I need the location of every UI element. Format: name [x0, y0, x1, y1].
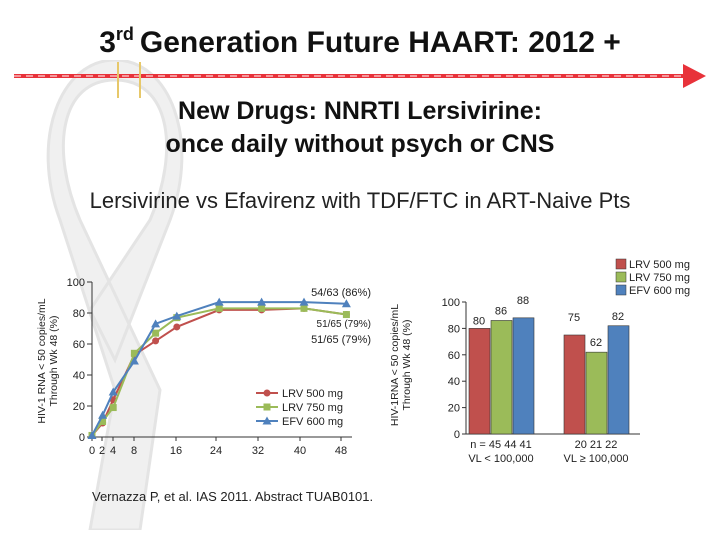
- legend-marker: [263, 389, 271, 397]
- line-chart-x-tick-label: 40: [294, 445, 306, 457]
- bar-legend-swatch: [615, 284, 627, 296]
- bar-value-label: 82: [612, 311, 624, 323]
- bar-chart-y-tick-label: 80: [448, 323, 460, 335]
- series-point: [215, 304, 223, 312]
- line-chart-x-tick-label: 32: [252, 445, 264, 457]
- line-chart-y-tick-label: 60: [73, 339, 85, 351]
- series-point: [98, 410, 108, 419]
- page-title: 3rd Generation Future HAART: 2012 +: [0, 24, 720, 60]
- line-chart-x-tick-label: 4: [110, 445, 116, 457]
- series-point: [214, 297, 224, 306]
- subtitle-line-1: New Drugs: NNRTI Lersivirine:: [178, 97, 542, 125]
- bar-value-label: 62: [590, 337, 602, 349]
- series-point: [258, 304, 266, 312]
- line-chart-legend-label: LRV 500 mg: [282, 388, 343, 400]
- bar: [585, 351, 608, 435]
- bar-legend-swatch: [615, 258, 627, 270]
- line-chart-y-axis-label: HIV-1 RNA < 50 copies/mLThrough Wk 48 (%…: [36, 298, 60, 423]
- bar-chart-legend-label: EFV 600 mg: [629, 285, 690, 297]
- line-chart-x-tick-label: 0: [89, 445, 95, 457]
- bar: [607, 325, 630, 435]
- line-chart-annotation: 51/65 (79%): [317, 319, 371, 330]
- timeline-arrow: [14, 62, 706, 98]
- series-line-2: [91, 301, 347, 436]
- legend-marker: [262, 416, 272, 425]
- line-chart-y-tick-label: 100: [67, 277, 85, 289]
- series-point: [341, 299, 351, 308]
- series-point: [299, 297, 309, 306]
- legend-marker: [263, 403, 271, 411]
- subtitle: New Drugs: NNRTI Lersivirine: once daily…: [0, 95, 720, 161]
- series-point: [342, 311, 350, 319]
- bar-group-n-label: n = 45 44 41: [470, 439, 531, 451]
- line-chart-y-tick-label: 40: [73, 370, 85, 382]
- subtitle-line-2: once daily without psych or CNS: [165, 130, 555, 158]
- study-heading: Lersivirine vs Efavirenz with TDF/FTC in…: [89, 188, 631, 213]
- bar-group-label: VL ≥ 100,000: [564, 453, 629, 465]
- line-chart-x-tick-label: 8: [131, 445, 137, 457]
- bar-chart-y-tick-label: 40: [448, 376, 460, 388]
- line-chart-x-tick-label: 16: [170, 445, 182, 457]
- series-point: [300, 304, 308, 312]
- bar-chart-legend-label: LRV 500 mg: [629, 259, 690, 271]
- series-point: [151, 319, 161, 328]
- bar-value-label: 86: [495, 305, 507, 317]
- title-superscript: rd: [115, 24, 134, 44]
- bar-chart-y-axis-label-line: Through Wk 48 (%): [401, 319, 413, 410]
- bar: [563, 334, 586, 435]
- line-chart-annotation: 51/65 (79%): [311, 334, 371, 346]
- bar: [490, 320, 513, 435]
- line-chart-x-tick-label: 48: [335, 445, 347, 457]
- line-chart-x-tick-label: 24: [210, 445, 222, 457]
- bar-chart-legend-label: LRV 750 mg: [629, 272, 690, 284]
- line-chart-y-tick-label: 80: [73, 308, 85, 320]
- ribbon-watermark: [46, 60, 184, 530]
- bar-chart-y-tick-label: 100: [442, 297, 460, 309]
- bar-group-n-label: 20 21 22: [575, 439, 618, 451]
- series-point: [130, 349, 138, 357]
- series-point: [172, 311, 182, 320]
- bar-value-label: 80: [473, 315, 485, 327]
- title-prefix: 3: [99, 26, 116, 59]
- bar-chart-y-axis-label-line: HIV-1RNA < 50 copies/mL: [389, 304, 401, 426]
- line-chart-legend-label: LRV 750 mg: [282, 402, 343, 414]
- bar-group-label: VL < 100,000: [468, 453, 533, 465]
- line-chart-annotation: 54/63 (86%): [311, 287, 371, 299]
- series-point: [87, 430, 97, 439]
- bar: [512, 317, 535, 435]
- bar-legend-swatch: [615, 271, 627, 283]
- line-chart-x-tick-label: 2: [99, 445, 105, 457]
- line-chart-y-tick-label: 20: [73, 401, 85, 413]
- bar-chart-y-tick-label: 60: [448, 350, 460, 362]
- series-point: [129, 356, 139, 365]
- bar-chart-y-axis-label: HIV-1RNA < 50 copies/mLThrough Wk 48 (%): [389, 304, 413, 426]
- bar-value-label: 75: [568, 312, 580, 324]
- bar-chart-y-tick-label: 20: [448, 403, 460, 415]
- line-chart-legend-label: EFV 600 mg: [282, 416, 343, 428]
- series-point: [152, 329, 160, 337]
- series-point: [109, 404, 117, 412]
- bar-value-label: 88: [517, 295, 529, 307]
- bar-chart-y-tick-label: 0: [454, 429, 460, 441]
- series-point: [257, 297, 267, 306]
- bar: [468, 328, 491, 435]
- title-rest: Generation Future HAART: 2012 +: [139, 26, 621, 59]
- citation: Vernazza P, et al. IAS 2011. Abstract TU…: [92, 489, 374, 504]
- series-point: [173, 323, 181, 331]
- series-point: [108, 387, 118, 396]
- series-point: [152, 337, 160, 345]
- line-chart-y-axis-label-line: Through Wk 48 (%): [48, 315, 60, 406]
- line-chart-y-tick-label: 0: [79, 432, 85, 444]
- series-line-1: [91, 307, 347, 437]
- line-chart-y-axis-label-line: HIV-1 RNA < 50 copies/mL: [36, 298, 48, 423]
- series-point: [99, 418, 107, 425]
